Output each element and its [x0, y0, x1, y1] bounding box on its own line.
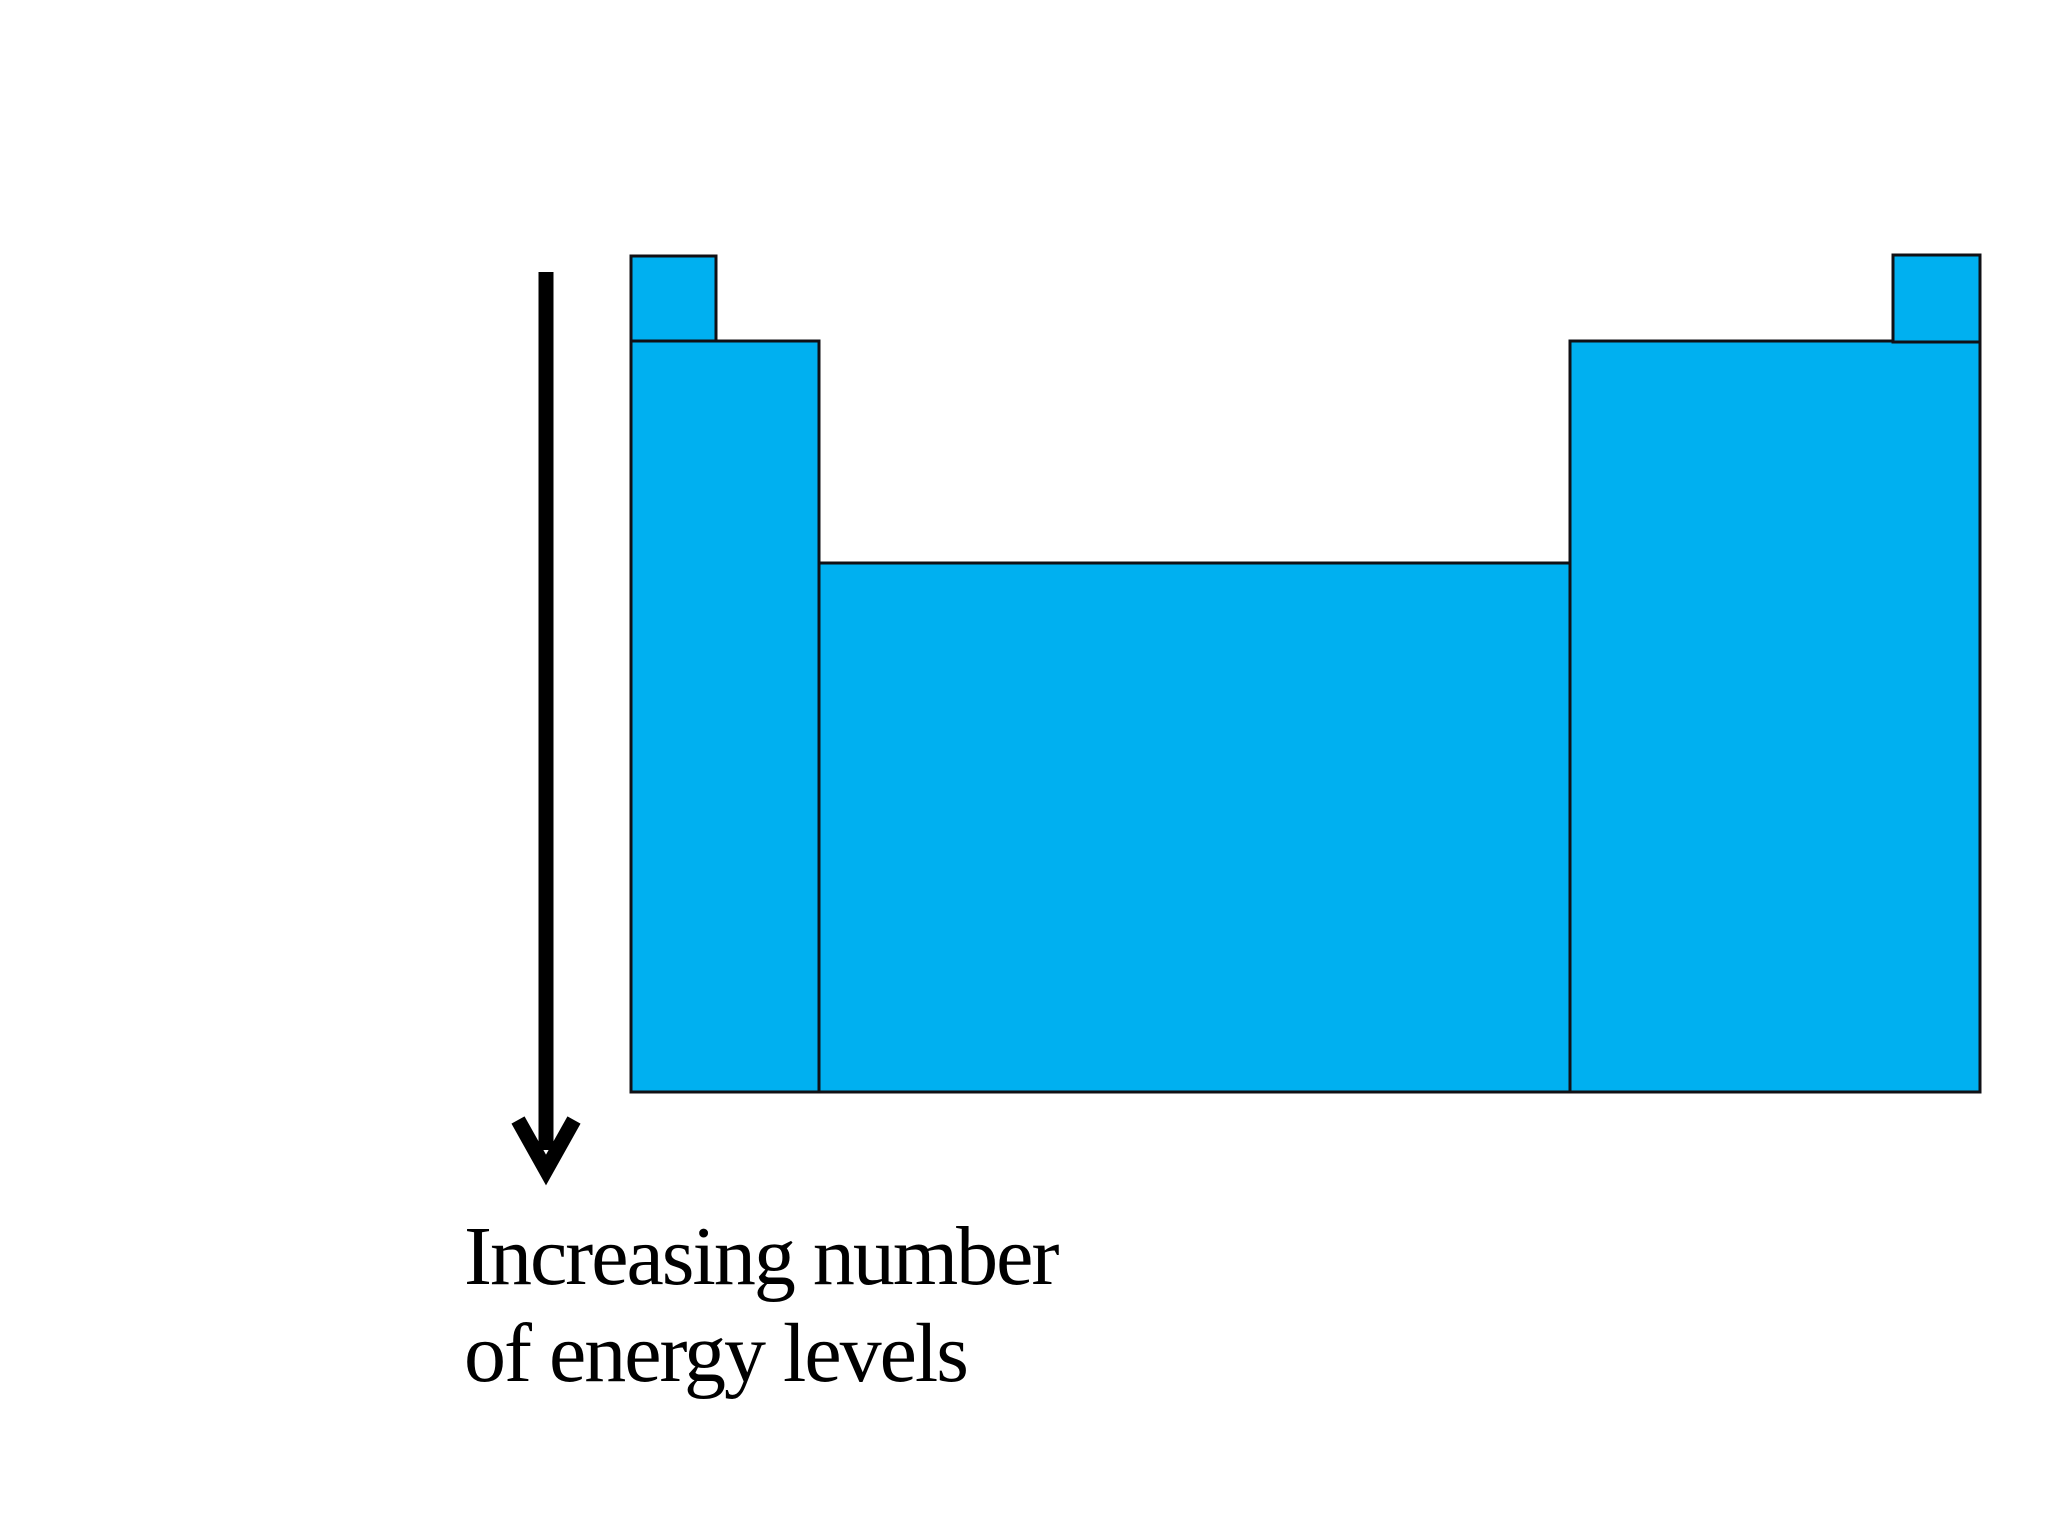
d-block	[817, 561, 1572, 1094]
hydrogen-cell	[629, 254, 718, 344]
down-arrow-head	[511, 1116, 581, 1186]
periodic-table-blocks	[629, 253, 1982, 1094]
caption-line-2: of energy levels	[464, 1307, 969, 1400]
helium-cell	[1891, 253, 1982, 344]
p-block	[1568, 339, 1982, 1094]
caption-line-1: Increasing number	[464, 1210, 1059, 1303]
s-block	[629, 339, 821, 1094]
energy-levels-arrow	[511, 272, 581, 1186]
caption: Increasing number of energy levels	[464, 1208, 1059, 1402]
